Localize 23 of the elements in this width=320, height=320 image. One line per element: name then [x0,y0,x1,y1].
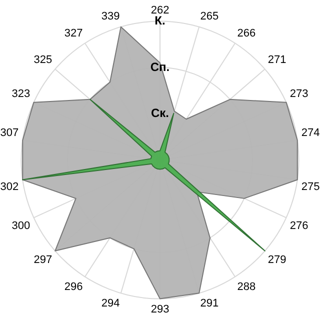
y-tick-label: Сп. [150,60,170,74]
spoke-label: 293 [150,303,170,316]
spoke-label: 276 [290,220,308,232]
spoke-label: 323 [12,88,30,100]
spoke-label: 291 [200,298,219,310]
spoke-label: 288 [237,280,256,293]
spoke-label: 279 [268,254,286,266]
spoke-label: 327 [64,27,83,40]
spoke-label: 265 [200,10,219,22]
spoke-label: 325 [34,54,52,66]
spoke-label: 274 [301,127,320,140]
spoke-label: 339 [101,10,120,22]
spoke-label: 273 [290,88,308,100]
spoke-label: 266 [237,27,256,40]
spoke-label: 296 [64,280,83,293]
spoke-label: 302 [0,180,19,193]
spoke-label: 271 [268,54,286,66]
y-tick-label: Ск. [150,106,170,120]
spoke-label: 297 [34,254,52,266]
spoke-label: 294 [101,298,120,310]
spoke-label: 275 [301,180,320,193]
spoke-label: 307 [0,127,19,140]
spoke-label: 300 [12,220,30,232]
